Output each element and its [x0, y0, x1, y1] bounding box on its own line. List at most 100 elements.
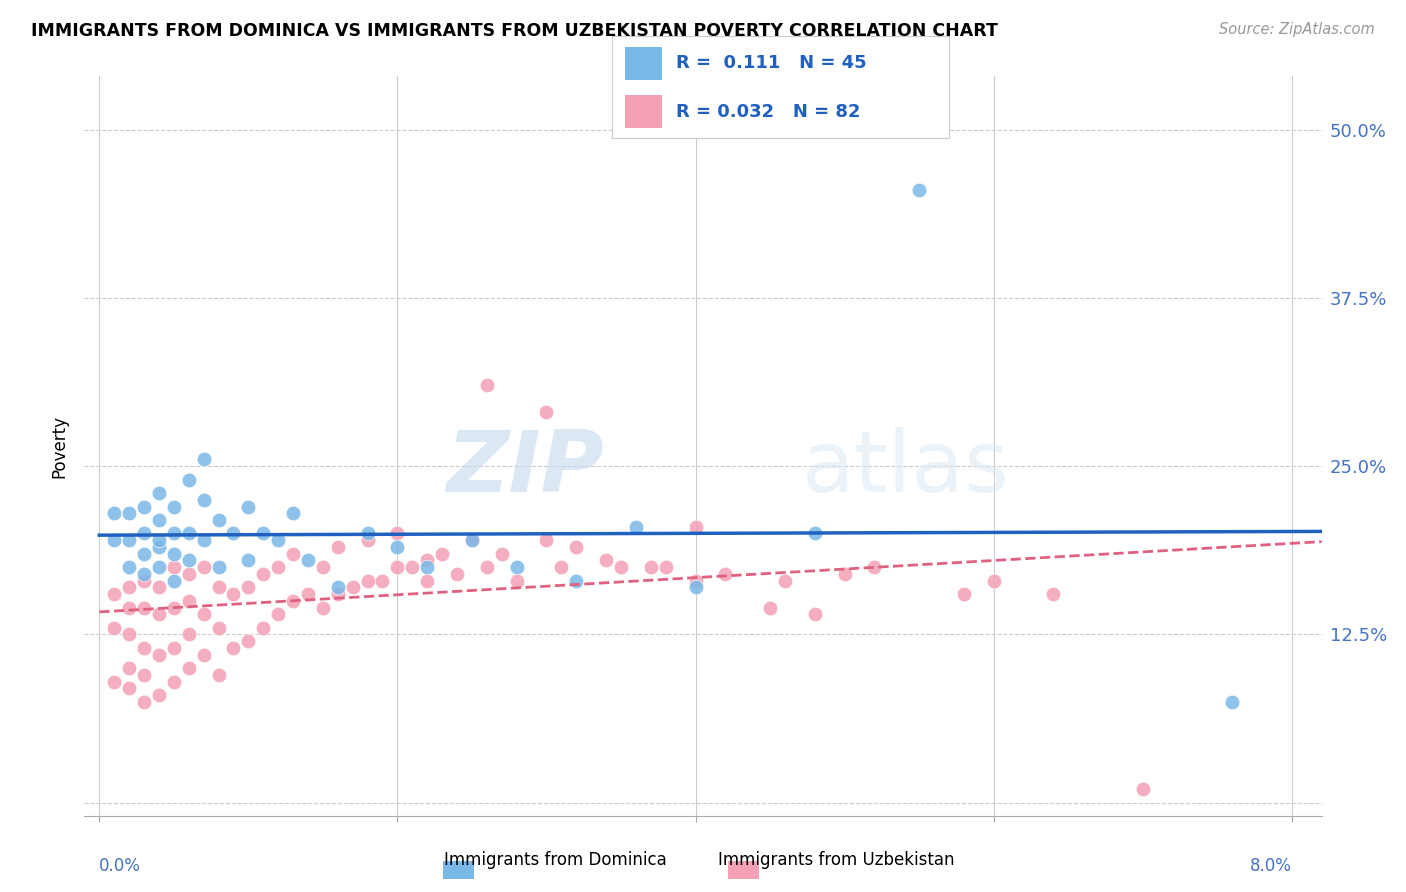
Text: ZIP: ZIP	[446, 426, 605, 509]
Y-axis label: Poverty: Poverty	[51, 415, 69, 477]
Point	[834, 566, 856, 581]
Point	[207, 513, 229, 527]
Point	[267, 560, 290, 574]
Point	[326, 540, 349, 554]
Text: Immigrants from Dominica: Immigrants from Dominica	[444, 851, 666, 869]
Text: Immigrants from Uzbekistan: Immigrants from Uzbekistan	[718, 851, 955, 869]
Point	[118, 600, 141, 615]
Point	[326, 587, 349, 601]
Point	[401, 560, 423, 574]
Bar	[626, 47, 662, 79]
Point	[281, 547, 304, 561]
Point	[505, 574, 527, 588]
Point	[103, 587, 125, 601]
Point	[624, 520, 647, 534]
Point	[297, 587, 319, 601]
Point	[207, 580, 229, 594]
Text: 8.0%: 8.0%	[1250, 857, 1292, 875]
Point	[297, 553, 319, 567]
Point	[461, 533, 484, 548]
Point	[148, 540, 170, 554]
Point	[267, 607, 290, 622]
Point	[953, 587, 976, 601]
Point	[163, 600, 186, 615]
Point	[1042, 587, 1064, 601]
Point	[804, 526, 827, 541]
Point	[416, 574, 439, 588]
Point	[475, 560, 498, 574]
Point	[759, 600, 782, 615]
Point	[1220, 695, 1243, 709]
Point	[163, 674, 186, 689]
Point	[193, 492, 215, 507]
Point	[685, 520, 707, 534]
Point	[252, 566, 274, 581]
Point	[267, 533, 290, 548]
Point	[595, 553, 617, 567]
Point	[387, 526, 409, 541]
Point	[252, 621, 274, 635]
Point	[118, 533, 141, 548]
Point	[177, 473, 200, 487]
Point	[207, 621, 229, 635]
Point	[863, 560, 886, 574]
Point	[177, 661, 200, 675]
Point	[610, 560, 633, 574]
Point	[163, 560, 186, 574]
Point	[446, 566, 468, 581]
Point	[132, 526, 155, 541]
Point	[222, 640, 245, 655]
Point	[177, 627, 200, 641]
Point	[238, 553, 260, 567]
Point	[118, 681, 141, 696]
Point	[1132, 782, 1154, 797]
Point	[371, 574, 394, 588]
Point	[773, 574, 796, 588]
Point	[193, 648, 215, 662]
Point	[207, 668, 229, 682]
Point	[536, 405, 558, 419]
Text: Source: ZipAtlas.com: Source: ZipAtlas.com	[1219, 22, 1375, 37]
Text: R =  0.111   N = 45: R = 0.111 N = 45	[676, 54, 866, 72]
Point	[148, 533, 170, 548]
Point	[356, 526, 378, 541]
Point	[118, 506, 141, 520]
Point	[103, 506, 125, 520]
Point	[103, 674, 125, 689]
Point	[908, 183, 931, 197]
Point	[312, 600, 335, 615]
Point	[207, 560, 229, 574]
Point	[387, 560, 409, 574]
Point	[118, 627, 141, 641]
Point	[177, 594, 200, 608]
Point	[356, 574, 378, 588]
Point	[714, 566, 737, 581]
Point	[163, 526, 186, 541]
Bar	[626, 95, 662, 128]
Point	[654, 560, 676, 574]
Point	[475, 378, 498, 392]
Point	[281, 594, 304, 608]
Point	[148, 486, 170, 500]
Point	[132, 500, 155, 514]
Point	[252, 526, 274, 541]
Point	[416, 560, 439, 574]
Point	[430, 547, 453, 561]
Point	[148, 648, 170, 662]
Point	[356, 533, 378, 548]
Point	[565, 540, 588, 554]
Text: R = 0.032   N = 82: R = 0.032 N = 82	[676, 103, 860, 120]
Point	[491, 547, 513, 561]
Point	[685, 580, 707, 594]
Point	[238, 634, 260, 648]
Point	[132, 600, 155, 615]
Point	[685, 574, 707, 588]
Point	[132, 668, 155, 682]
Point	[983, 574, 1005, 588]
Point	[281, 506, 304, 520]
Point	[103, 533, 125, 548]
Point	[163, 640, 186, 655]
Point	[193, 533, 215, 548]
Text: IMMIGRANTS FROM DOMINICA VS IMMIGRANTS FROM UZBEKISTAN POVERTY CORRELATION CHART: IMMIGRANTS FROM DOMINICA VS IMMIGRANTS F…	[31, 22, 998, 40]
Point	[193, 607, 215, 622]
